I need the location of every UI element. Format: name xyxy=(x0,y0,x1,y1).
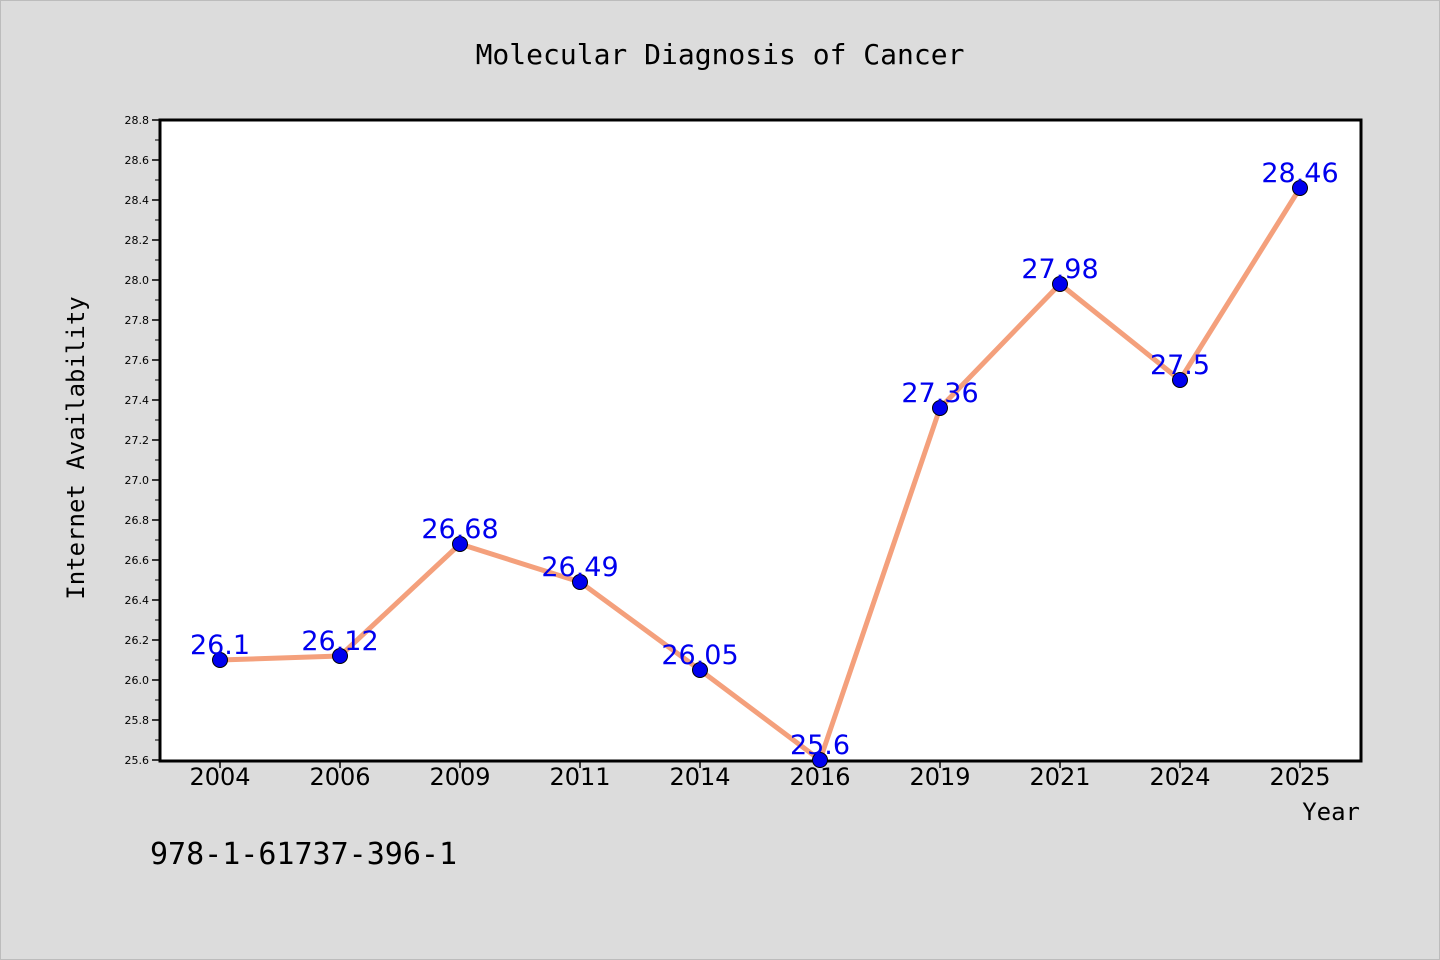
data-point xyxy=(452,536,468,552)
x-tick-label: 2024 xyxy=(1149,763,1210,791)
y-tick-label: 28.0 xyxy=(125,274,150,287)
y-tick-label: 25.8 xyxy=(125,714,150,727)
data-label: 26.49 xyxy=(541,552,618,583)
y-tick-label: 27.2 xyxy=(125,434,150,447)
data-point xyxy=(1052,276,1068,292)
x-axis: 2004 2006 2009 2011 2014 2016 2019 2021 2024 2025 xyxy=(189,760,1331,791)
x-tick-label: 2025 xyxy=(1269,763,1330,791)
series-line xyxy=(217,185,1303,763)
x-axis-label: Year xyxy=(1302,798,1360,826)
data-label: 27.36 xyxy=(901,378,978,409)
y-tick-label: 27.0 xyxy=(125,474,150,487)
data-point xyxy=(572,574,588,590)
footer-text: 978-1-61737-396-1 xyxy=(150,837,457,872)
series-polyline xyxy=(217,185,1303,763)
y-tick-label: 28.6 xyxy=(125,154,150,167)
data-label: 26.68 xyxy=(421,514,498,545)
data-label: 28.46 xyxy=(1261,158,1338,189)
data-label: 25.6 xyxy=(790,730,850,761)
data-point xyxy=(332,648,348,664)
data-point xyxy=(812,752,828,768)
y-tick-label: 25.6 xyxy=(125,754,150,767)
data-point xyxy=(932,400,948,416)
y-tick-label: 27.8 xyxy=(125,314,150,327)
x-tick-label: 2006 xyxy=(309,763,370,791)
data-label: 26.1 xyxy=(190,630,250,661)
y-tick-label: 28.2 xyxy=(125,234,150,247)
y-tick-label: 27.6 xyxy=(125,354,150,367)
data-point xyxy=(1172,372,1188,388)
y-tick-label: 26.2 xyxy=(125,634,150,647)
y-tick-label: 26.6 xyxy=(125,554,150,567)
x-tick-label: 2011 xyxy=(549,763,610,791)
data-point xyxy=(692,662,708,678)
data-label: 27.5 xyxy=(1150,350,1210,381)
y-tick-label: 28.4 xyxy=(125,194,150,207)
x-tick-label: 2014 xyxy=(669,763,730,791)
y-axis-label: Internet Availability xyxy=(62,296,90,599)
y-tick-label: 26.4 xyxy=(125,594,150,607)
y-axis: 25.6 25.8 26.0 26.2 26.4 26.6 26.8 27.0 27.2 27.4… xyxy=(125,114,160,767)
data-labels: 26.1 26.12 26.68 26.49 26.05 25.6 27.36 27.98 27… xyxy=(190,158,1339,761)
x-tick-label: 2021 xyxy=(1029,763,1090,791)
series-markers xyxy=(212,180,1308,768)
y-tick-label: 28.8 xyxy=(125,114,150,127)
x-tick-label: 2009 xyxy=(429,763,490,791)
y-tick-label: 27.4 xyxy=(125,394,150,407)
data-label: 27.98 xyxy=(1021,254,1098,285)
y-tick-label: 26.0 xyxy=(125,674,150,687)
data-label: 26.05 xyxy=(661,640,738,671)
plot-area xyxy=(158,118,1363,763)
data-point xyxy=(1292,180,1308,196)
data-label: 26.12 xyxy=(301,626,378,657)
chart-title: Molecular Diagnosis of Cancer xyxy=(476,38,965,71)
x-tick-label: 2004 xyxy=(189,763,250,791)
y-tick-label: 26.8 xyxy=(125,514,150,527)
data-point xyxy=(212,652,228,668)
x-tick-label: 2019 xyxy=(909,763,970,791)
